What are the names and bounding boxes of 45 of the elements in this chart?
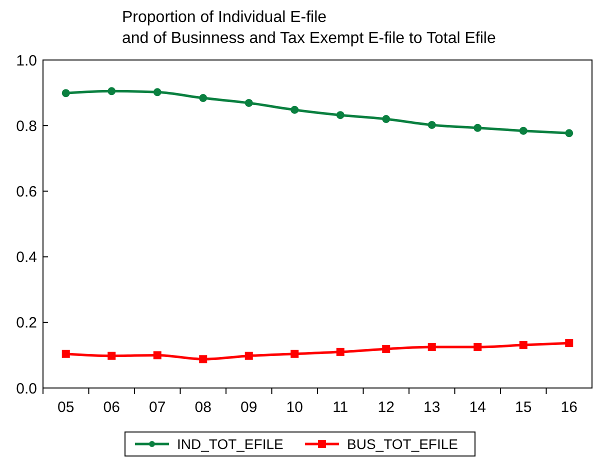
x-tick-label: 11: [332, 399, 348, 416]
point: [382, 115, 390, 124]
x-tick-label: 08: [194, 399, 212, 416]
y-tick-label: 0.8: [16, 118, 37, 135]
x-tick-label: 14: [469, 399, 486, 416]
y-tick-label: 1.0: [16, 52, 37, 70]
point: [519, 126, 528, 135]
point: [474, 343, 482, 351]
x-tick-label: 06: [103, 399, 120, 416]
point: [519, 341, 528, 350]
legend-label: IND_TOT_EFILE: [177, 436, 284, 452]
point: [565, 339, 574, 348]
y-tick-label: 0.2: [16, 314, 37, 332]
point: [62, 89, 70, 98]
point: [108, 352, 116, 360]
x-tick-label: 12: [378, 399, 394, 416]
point: [153, 351, 162, 360]
point: [199, 355, 208, 364]
x-tick-label: 07: [149, 399, 166, 416]
point: [428, 120, 436, 129]
y-tick-label: 0.0: [16, 380, 37, 398]
x-tick-label: 15: [515, 399, 532, 416]
point: [382, 344, 390, 353]
point: [153, 88, 162, 96]
x-tick-label: 10: [286, 399, 303, 416]
point: [244, 98, 253, 107]
legend-label: BUS_TOT_EFILE: [347, 436, 458, 452]
point: [474, 124, 482, 132]
y-tick-label: 0.4: [16, 249, 37, 266]
point: [62, 350, 70, 358]
x-tick-label: 13: [424, 399, 440, 416]
y-tick-label: 0.6: [16, 183, 37, 200]
point: [199, 94, 208, 102]
point: [108, 87, 116, 96]
x-tick-label: 09: [240, 399, 258, 416]
point: [244, 352, 253, 360]
chart-title: Proportion of Individual E-file and of Businness and Tax Exempt E-file to Total Efile: [122, 9, 496, 47]
point: [290, 106, 299, 114]
x-tick-label: 05: [58, 399, 74, 416]
point: [336, 348, 344, 356]
point: [428, 343, 436, 351]
point: [565, 129, 574, 138]
x-tick-label: 16: [560, 399, 578, 416]
point: [290, 350, 299, 358]
point: [336, 111, 344, 120]
